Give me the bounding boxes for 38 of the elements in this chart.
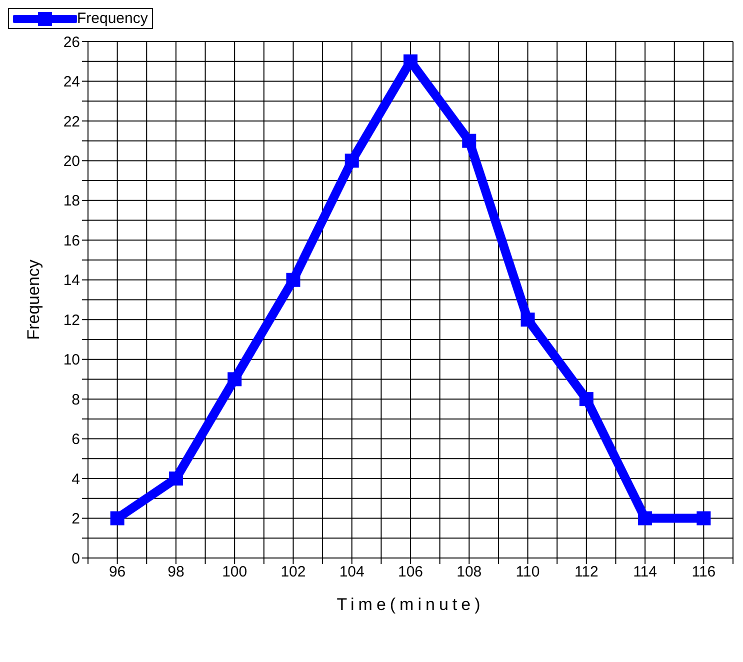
y-axis-title: Frequency	[24, 259, 44, 340]
y-tick-label: 22	[63, 113, 80, 130]
x-tick-label: 114	[633, 564, 658, 581]
y-tick-label: 24	[63, 74, 80, 91]
x-tick-label: 112	[574, 564, 598, 581]
point	[638, 511, 652, 526]
legend-label: Frequency	[77, 10, 148, 27]
y-tick-label: 18	[63, 192, 80, 210]
y-tick-label: 26	[63, 34, 80, 51]
y-tick-label: 8	[72, 391, 80, 408]
y-tick-label: 10	[63, 352, 80, 369]
y-tick-label: 20	[63, 153, 80, 170]
x-tick-label: 106	[398, 564, 424, 581]
point	[579, 392, 594, 406]
y-tick-label: 12	[63, 312, 80, 329]
x-tick-label: 96	[108, 564, 126, 581]
point	[286, 272, 300, 287]
point	[462, 134, 476, 148]
y-tick-label: 4	[72, 470, 80, 488]
point	[228, 372, 242, 386]
point	[696, 511, 711, 526]
x-tick-label: 116	[692, 564, 716, 581]
x-tick-label: 102	[280, 564, 306, 581]
point	[168, 472, 183, 486]
x-tick-label: 110	[516, 564, 540, 581]
x-tick-label: 100	[222, 564, 248, 581]
x-tick-label: 108	[456, 564, 482, 581]
x-tick-label: 104	[339, 564, 364, 581]
y-tick-label: 14	[63, 272, 80, 290]
y-tick-label: 16	[63, 232, 80, 250]
point	[344, 154, 359, 168]
y-tick-label: 6	[72, 431, 80, 448]
point	[110, 511, 124, 526]
x-tick-label: 98	[168, 564, 184, 581]
y-tick-label: 2	[72, 510, 80, 528]
x-axis-title: Time(minute)	[336, 595, 484, 614]
y-tick-label: 0	[72, 550, 80, 568]
point	[520, 312, 535, 327]
